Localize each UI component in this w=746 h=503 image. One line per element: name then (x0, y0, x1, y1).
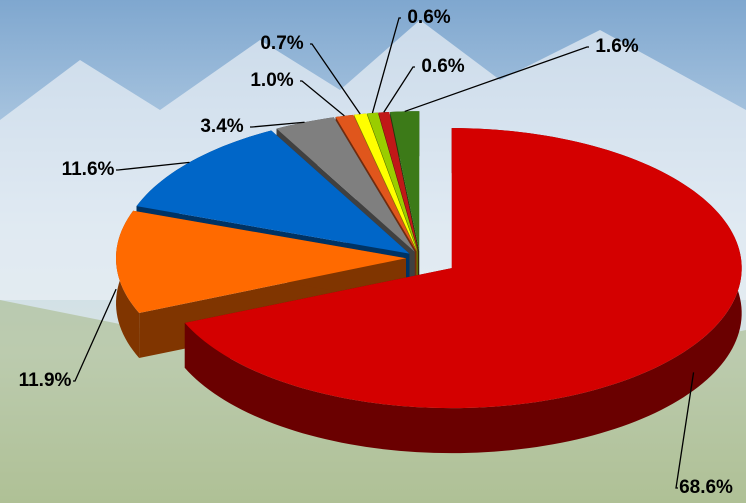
slice (116, 210, 407, 313)
slice (184, 128, 742, 409)
slice (276, 117, 415, 252)
leader-line (404, 46, 589, 113)
slice (378, 111, 419, 252)
leader-line (73, 288, 117, 382)
data-label: 11.9% (19, 370, 72, 391)
data-label: 1.0% (250, 70, 293, 91)
data-label: 0.7% (260, 33, 303, 54)
data-label: 0.6% (407, 7, 450, 28)
data-label: 1.6% (595, 36, 638, 57)
data-label: 11.6% (62, 159, 115, 180)
slice (136, 130, 410, 254)
leader-line (371, 17, 401, 114)
data-label: 3.4% (200, 116, 243, 137)
leader-line (300, 80, 345, 117)
leader-line (383, 66, 415, 113)
slice (367, 112, 418, 252)
leader-line (310, 43, 361, 115)
leader-line (250, 121, 305, 128)
plot-area (73, 17, 742, 489)
slice (335, 114, 417, 252)
slice (390, 111, 420, 252)
data-label: 68.6% (679, 477, 733, 498)
data-label: 0.6% (421, 56, 464, 77)
slice (353, 113, 418, 252)
leader-line (675, 372, 695, 489)
leader-line (116, 161, 190, 171)
